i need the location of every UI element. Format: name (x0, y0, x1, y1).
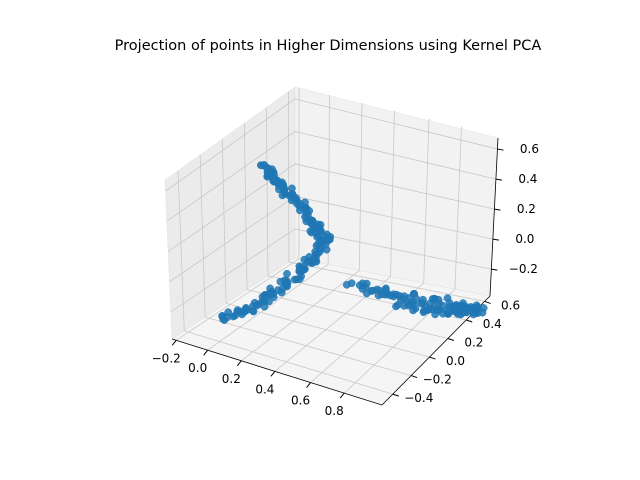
x-tick-mark (203, 349, 209, 356)
chart-title: Projection of points in Higher Dimension… (115, 38, 542, 54)
data-point (469, 310, 478, 319)
grid-line-y-floor (246, 289, 448, 339)
grid-line-y-wall (221, 139, 227, 304)
z-tick-label: 0.2 (517, 202, 536, 216)
z-tick-label: 0.6 (520, 142, 539, 156)
z-tick-label: −0.2 (509, 262, 538, 276)
grid-line-y-floor (184, 330, 393, 395)
data-point (443, 294, 452, 303)
y-tick-mark (466, 319, 473, 323)
data-point (393, 301, 402, 309)
data-point (307, 217, 316, 226)
y-tick-mark (392, 393, 399, 397)
data-point (362, 279, 371, 288)
data-point (231, 311, 239, 320)
data-point (283, 269, 291, 278)
z-tick-mark (495, 178, 503, 181)
grid-line-z-back (294, 196, 493, 240)
z-tick-mark (491, 268, 498, 271)
x-axis-line (171, 338, 383, 406)
z-tick-label: 0.4 (518, 172, 537, 186)
data-point (431, 310, 439, 319)
grid-line-y-wall (266, 107, 269, 276)
grid-line-z-left (166, 131, 296, 222)
x-tick-label: 0.0 (188, 361, 207, 375)
data-point (409, 306, 417, 315)
grid-line-y-wall (243, 123, 248, 290)
grid-line-y-floor (288, 261, 485, 302)
y-tick-label: 0.4 (483, 317, 502, 331)
scatter-points (218, 161, 488, 324)
grid-line-z-back (294, 131, 497, 180)
y-tick-label: −0.2 (423, 373, 452, 387)
data-point (321, 240, 330, 248)
y-tick-mark (484, 300, 491, 304)
x-tick-mark (306, 382, 311, 388)
grid-line-z-left (170, 228, 296, 313)
x-tick-label: 0.6 (291, 394, 310, 408)
x-tick-label: 0.2 (222, 372, 241, 386)
grid-lines (165, 87, 498, 395)
z-tick-label: 0.0 (515, 232, 534, 246)
x-tick-mark (270, 371, 276, 377)
grid-line-y-floor (205, 316, 412, 376)
data-point (306, 258, 314, 267)
grid-line-z-back (294, 163, 495, 210)
z-axis-line (489, 137, 499, 297)
grid-line-z-left (169, 196, 296, 283)
x-tick-mark (236, 360, 242, 367)
x-tick-mark (339, 392, 345, 399)
x-tick-mark (171, 340, 177, 346)
x-tick-label: 0.8 (325, 404, 344, 418)
z-tick-mark (494, 208, 501, 211)
grid-line-z-left (165, 98, 296, 192)
grid-line-y-wall (199, 154, 206, 318)
data-point (347, 279, 356, 288)
y-tick-label: 0.6 (501, 298, 520, 312)
z-tick-mark (492, 238, 499, 241)
y-tick-mark (447, 338, 455, 341)
y-tick-label: 0.0 (446, 354, 465, 368)
grid-line-x-floor (175, 258, 300, 341)
grid-line-z-back (294, 98, 498, 150)
y-tick-mark (411, 375, 418, 379)
data-point (419, 295, 427, 304)
data-point (456, 310, 465, 319)
x-tick-label: −0.2 (152, 351, 181, 365)
y-tick-label: −0.4 (404, 391, 433, 405)
grid-line-x-floor (241, 270, 360, 362)
grid-line-y-wall (177, 170, 185, 331)
tick-labels: −0.20.00.20.40.60.8−0.4−0.20.00.20.40.6−… (152, 142, 539, 418)
data-point (445, 302, 454, 311)
data-point (292, 275, 301, 284)
z-tick-mark (497, 148, 504, 151)
data-point (220, 316, 229, 324)
data-point (381, 285, 390, 294)
data-point (420, 306, 428, 315)
y-tick-mark (429, 356, 436, 360)
y-tick-label: 0.2 (464, 336, 483, 350)
data-point (400, 302, 408, 310)
grid-line-y-floor (226, 302, 430, 358)
x-tick-label: 0.4 (255, 382, 274, 396)
